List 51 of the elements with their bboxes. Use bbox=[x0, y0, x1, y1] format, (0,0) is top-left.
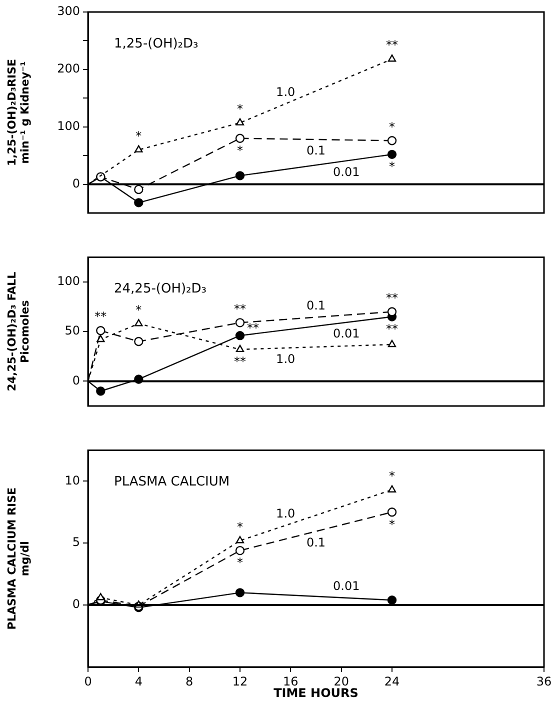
y-tick-label: 300 bbox=[57, 4, 80, 18]
annotation: * bbox=[136, 128, 142, 143]
y-axis-title: PLASMA CALCIUM RISE mg/dl bbox=[5, 487, 32, 630]
annotation: * bbox=[237, 143, 243, 158]
x-tick-label: 8 bbox=[186, 674, 194, 688]
y-tick-label: 10 bbox=[64, 473, 80, 488]
y-tick-label: 0 bbox=[72, 176, 80, 190]
series-label: 0.01 bbox=[333, 578, 360, 593]
y-axis-title: 24,25-(OH)₂D₃ FALL Picomoles bbox=[5, 272, 32, 392]
series-label: 0.01 bbox=[333, 326, 360, 340]
annotation: * bbox=[389, 468, 395, 483]
series-label: 1.0 bbox=[276, 506, 296, 521]
series-label: 1.0 bbox=[276, 84, 296, 99]
x-tick-label: 12 bbox=[232, 674, 248, 688]
y-tick-label: 0 bbox=[72, 373, 80, 388]
x-tick-label: 36 bbox=[536, 674, 552, 688]
x-tick-label: 16 bbox=[283, 674, 298, 688]
annotation: ** bbox=[386, 290, 398, 305]
y-tick-label: 5 bbox=[72, 535, 80, 550]
annotation: * bbox=[389, 517, 395, 532]
series-label: 0.1 bbox=[306, 144, 326, 158]
text: 1,25-(OH)₂D₃ bbox=[114, 36, 198, 52]
x-tick-label: 4 bbox=[134, 674, 142, 688]
y-tick-label: 50 bbox=[64, 324, 80, 338]
annotation: ** bbox=[247, 321, 259, 336]
annotation: ** bbox=[234, 302, 246, 316]
annotation: * bbox=[237, 520, 243, 534]
series-label: 1.0 bbox=[276, 352, 296, 366]
text: PLASMA CALCIUM bbox=[114, 474, 230, 490]
annotation: * bbox=[136, 302, 142, 317]
annotation: * bbox=[237, 556, 243, 570]
y-tick-label: 100 bbox=[57, 274, 80, 288]
y-axis-title: 1,25-(OH)₂D₃RISE min⁻¹ g Kidney⁻¹ bbox=[5, 58, 32, 166]
annotation: ** bbox=[386, 38, 398, 52]
annotation: ** bbox=[386, 322, 398, 336]
x-tick-label: 0 bbox=[84, 674, 92, 688]
annotation: ** bbox=[94, 310, 107, 324]
x-tick-label: 24 bbox=[384, 674, 400, 688]
x-axis-title: TIME HOURS bbox=[274, 686, 358, 700]
y-tick-label: 200 bbox=[57, 62, 80, 76]
y-tick-label: 100 bbox=[57, 118, 80, 133]
text: 24,25-(OH)₂D₃ bbox=[114, 282, 206, 297]
x-tick-label: 20 bbox=[334, 674, 349, 688]
annotation: ** bbox=[234, 354, 246, 369]
annotation: * bbox=[237, 102, 243, 116]
annotation: * bbox=[389, 120, 395, 134]
series-label: 0.1 bbox=[306, 298, 326, 312]
annotation: * bbox=[389, 160, 395, 174]
y-tick-label: 0 bbox=[72, 597, 80, 612]
series-label: 0.1 bbox=[306, 535, 326, 550]
series-label: 0.01 bbox=[333, 164, 360, 179]
